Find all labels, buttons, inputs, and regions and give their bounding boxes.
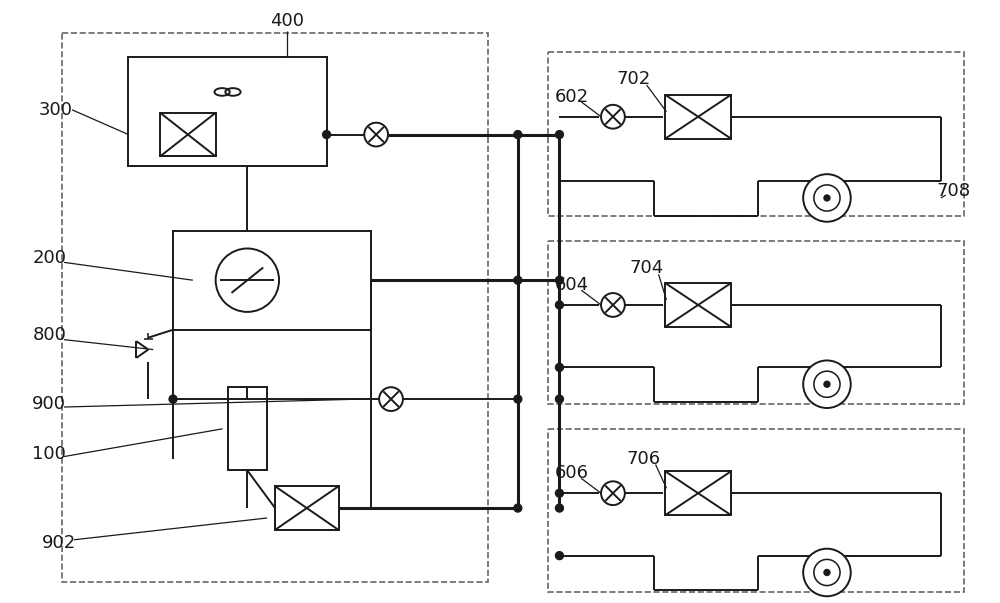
Text: 400: 400 [270,11,304,30]
Bar [228,387,267,470]
Circle shape [555,552,563,560]
Bar [173,231,371,330]
Circle shape [216,248,279,312]
Text: 100: 100 [32,444,66,463]
Text: 702: 702 [617,70,651,88]
Text: 606: 606 [554,464,588,482]
Circle shape [555,131,563,139]
Circle shape [803,361,851,408]
Bar [548,52,964,216]
Circle shape [555,489,563,497]
Circle shape [555,504,563,512]
Circle shape [169,395,177,403]
Bar [128,57,327,166]
Circle shape [555,301,563,309]
Circle shape [514,504,522,512]
Text: 602: 602 [554,88,588,106]
Bar [62,33,488,582]
Circle shape [824,381,830,387]
Bar [548,241,964,404]
Bar [665,472,731,515]
Circle shape [555,364,563,371]
Circle shape [824,569,830,575]
Text: 300: 300 [39,101,73,119]
Bar [160,113,216,156]
Circle shape [824,195,830,201]
Circle shape [803,174,851,222]
Bar [665,95,731,139]
Text: 200: 200 [32,250,66,267]
Circle shape [514,276,522,284]
Circle shape [514,395,522,403]
Circle shape [514,131,522,139]
Circle shape [555,395,563,403]
Text: 900: 900 [32,395,66,413]
Circle shape [323,131,331,139]
Text: 708: 708 [937,182,971,200]
Text: 800: 800 [32,326,66,344]
Bar [548,429,964,592]
Text: 704: 704 [630,259,664,277]
Circle shape [803,549,851,596]
Bar [665,283,731,327]
Circle shape [555,276,563,284]
Bar [275,486,339,530]
Text: 604: 604 [554,276,588,294]
Text: 706: 706 [627,450,661,467]
Text: 902: 902 [42,534,76,552]
